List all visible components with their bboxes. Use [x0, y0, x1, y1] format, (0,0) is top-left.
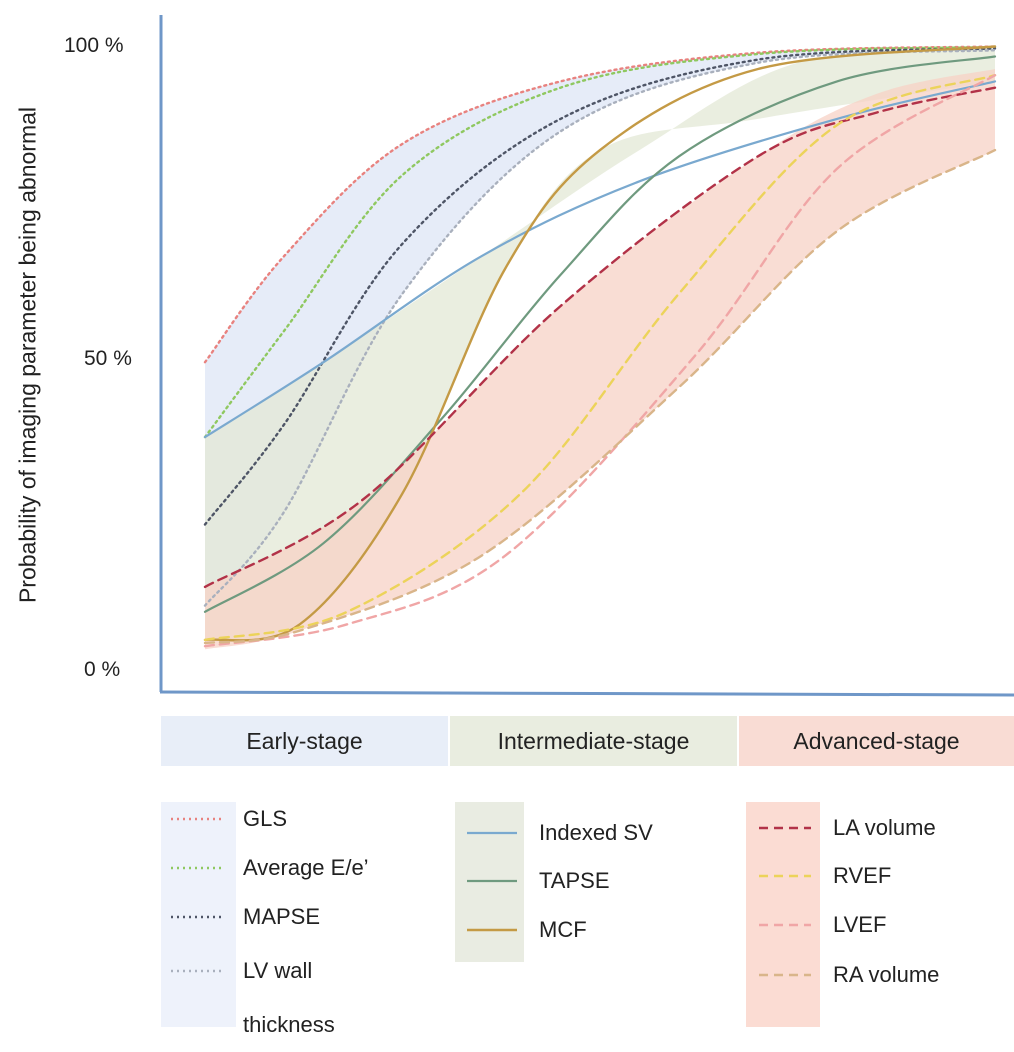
y-tick-100: 100 % [64, 34, 124, 57]
series-mapse [203, 47, 997, 526]
legend-label-mapse: MAPSE [243, 904, 321, 929]
series-ra-volume [203, 148, 997, 645]
legend-item-tapse: TAPSE [467, 868, 610, 894]
series-la-volume [203, 86, 997, 589]
legend-label-lv-wall-thickness: LV wall thickness [243, 958, 335, 1037]
legend-item-la-volume: LA volume [759, 815, 936, 841]
legend-advanced-box [746, 802, 820, 1027]
series-lv-wall-thickness [203, 49, 997, 607]
legend-swatch-lvef [759, 923, 811, 927]
chart [159, 15, 1014, 697]
legend-item-rvef: RVEF [759, 863, 891, 889]
legend-item-mapse: MAPSE [171, 904, 320, 930]
stage-early: Early-stage [161, 716, 448, 766]
legend-label-mcf: MCF [539, 917, 587, 942]
legend-swatch-la-volume [759, 826, 811, 830]
legend-label-la-volume: LA volume [833, 815, 936, 840]
stage-intermediate: Intermediate-stage [450, 716, 737, 766]
legend-label-lvef: LVEF [833, 912, 887, 937]
band-early [205, 46, 995, 606]
legend-item-mcf: MCF [467, 917, 587, 943]
legend-swatch-indexed-sv [467, 831, 517, 835]
x-axis [159, 690, 1014, 697]
series-lines [203, 45, 997, 648]
legend-swatch-rvef [759, 874, 811, 878]
legend-label-rvef: RVEF [833, 863, 892, 888]
y-tick-0: 0 % [84, 658, 121, 681]
series-indexed-sv [203, 80, 997, 439]
legend-item-ra-volume: RA volume [759, 962, 939, 988]
stage-advanced: Advanced-stage [739, 716, 1014, 766]
legend-item-average-e-e: Average E/e’ [171, 855, 369, 881]
legend-label-tapse: TAPSE [539, 868, 610, 893]
legend-swatch-gls [171, 817, 221, 821]
legend-item-gls: GLS [171, 806, 287, 832]
series-lvef [203, 74, 997, 648]
legend-item-lvef: LVEF [759, 912, 886, 938]
legend-swatch-average-e-e [171, 866, 221, 870]
legend-label-gls: GLS [243, 806, 288, 831]
legend-item-indexed-sv: Indexed SV [467, 820, 653, 846]
legend-item-lv-wall-thickness: LV wall thickness [171, 944, 363, 1052]
series-average-e-e [203, 45, 997, 439]
legend-swatch-ra-volume [759, 973, 811, 977]
series-tapse [203, 55, 997, 613]
series-rvef [203, 74, 997, 642]
legend-label-average-e-e: Average E/e’ [243, 855, 369, 880]
y-axis-label: Probability of imaging parameter being a… [14, 106, 41, 604]
legend-label-ra-volume: RA volume [833, 962, 940, 987]
series-gls [203, 45, 997, 364]
y-tick-50: 50 % [84, 347, 132, 370]
legend-swatch-mcf [467, 928, 517, 932]
legend-label-indexed-sv: Indexed SV [539, 820, 653, 845]
legend-swatch-lv-wall-thickness [171, 969, 221, 973]
legend-swatch-mapse [171, 915, 221, 919]
stage-bands [205, 46, 995, 650]
legend-early-box [161, 802, 236, 1027]
series-mcf [203, 45, 997, 642]
legend-swatch-tapse [467, 879, 517, 883]
